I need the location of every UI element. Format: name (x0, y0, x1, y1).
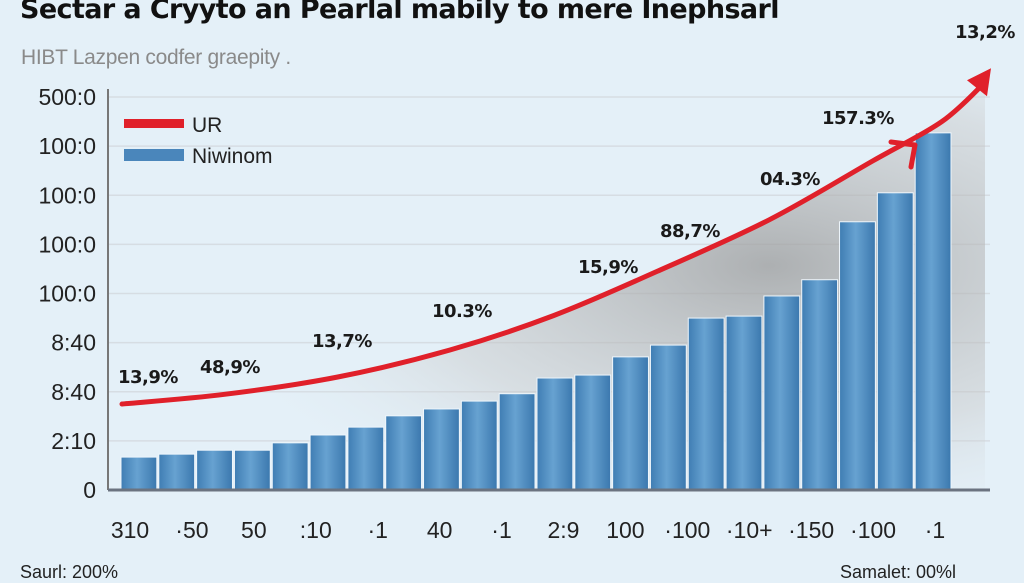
footer-left: Saurl: 200% (20, 562, 119, 582)
data-label: 13,7% (312, 331, 372, 352)
trend-line-ur (119, 79, 988, 407)
x-tick-label: ·1 (491, 517, 511, 543)
data-label: 13,9% (118, 367, 178, 388)
bar (536, 377, 574, 491)
bar (271, 442, 309, 491)
data-label: 88,7% (660, 221, 720, 242)
bar (914, 132, 952, 491)
data-label: 10.3% (432, 301, 492, 322)
y-tick-label: 2:10 (51, 428, 96, 454)
legend-label-ur: UR (192, 114, 222, 137)
bar (612, 356, 649, 491)
bar (309, 434, 347, 491)
x-tick-label: :10 (300, 517, 332, 543)
y-axis-ticks: 0 2:10 8:40 8:40 100:0 100:0 100:0 100:0 500:0 (38, 84, 96, 503)
arrow-head-mid-icon (888, 139, 918, 170)
bar (801, 279, 839, 491)
bar (347, 426, 385, 491)
bar (839, 221, 876, 491)
x-tick-label: 310 (111, 517, 149, 543)
bar (120, 456, 158, 491)
legend: UR Niwinom (124, 114, 273, 168)
chart-title: Sectar a Cryyto an Pearlal mabily to mer… (20, 0, 780, 25)
x-tick-label: ·1 (925, 517, 945, 543)
bar (725, 315, 763, 491)
y-tick-label: 100:0 (38, 281, 96, 307)
y-tick-label: 100:0 (38, 231, 96, 257)
arrow-head-end-icon (967, 68, 991, 97)
legend-swatch-ur (124, 119, 184, 128)
chart-subtitle: HIBT Lazpen codfer graepity . (21, 46, 291, 69)
x-tick-label: ·100 (664, 517, 710, 543)
bar (687, 317, 725, 491)
data-label: 157.3% (822, 108, 894, 129)
footer-right: Samalet: 00%l (840, 562, 957, 582)
y-tick-label: 100:0 (38, 182, 96, 208)
x-tick-label: 40 (427, 517, 453, 543)
x-tick-label: ·1 (367, 517, 387, 543)
x-axis-ticks: 310 ·50 50 :10 ·1 40 ·1 2:9 100 ·100 ·10+ ·150 ·100 ·… (111, 517, 945, 543)
bar (196, 449, 233, 491)
y-tick-label: 500:0 (38, 84, 96, 110)
y-tick-label: 8:40 (51, 330, 96, 356)
bar (498, 393, 536, 491)
x-tick-label: ·10+ (726, 517, 773, 543)
x-tick-label: ·100 (850, 517, 896, 543)
x-tick-label: 50 (241, 517, 267, 543)
y-tick-label: 100:0 (38, 133, 96, 159)
y-tick-label: 0 (83, 477, 96, 503)
y-tick-label: 8:40 (51, 379, 96, 405)
x-tick-label: ·150 (788, 517, 834, 543)
bar (876, 192, 914, 491)
bar (233, 449, 271, 491)
legend-label-niwinom: Niwinom (192, 145, 273, 168)
bar (385, 415, 423, 491)
data-label: 15,9% (578, 257, 638, 278)
bar-series (120, 132, 952, 491)
data-label: 48,9% (200, 357, 260, 378)
bar (423, 408, 460, 491)
legend-swatch-niwinom (124, 149, 184, 161)
x-tick-label: 100 (606, 517, 644, 543)
x-tick-label: ·50 (175, 517, 208, 543)
data-label: 04.3% (760, 169, 820, 190)
bar (763, 295, 801, 491)
data-labels: 13,9% 48,9% 13,7% 10.3% 15,9% 88,7% 04.3% 157.3… (118, 22, 1016, 388)
bar (158, 453, 196, 491)
data-label: 13,2% (955, 22, 1015, 43)
bar (460, 400, 498, 491)
bar (649, 344, 687, 491)
bar (574, 374, 612, 491)
x-tick-label: 2:9 (547, 517, 579, 543)
